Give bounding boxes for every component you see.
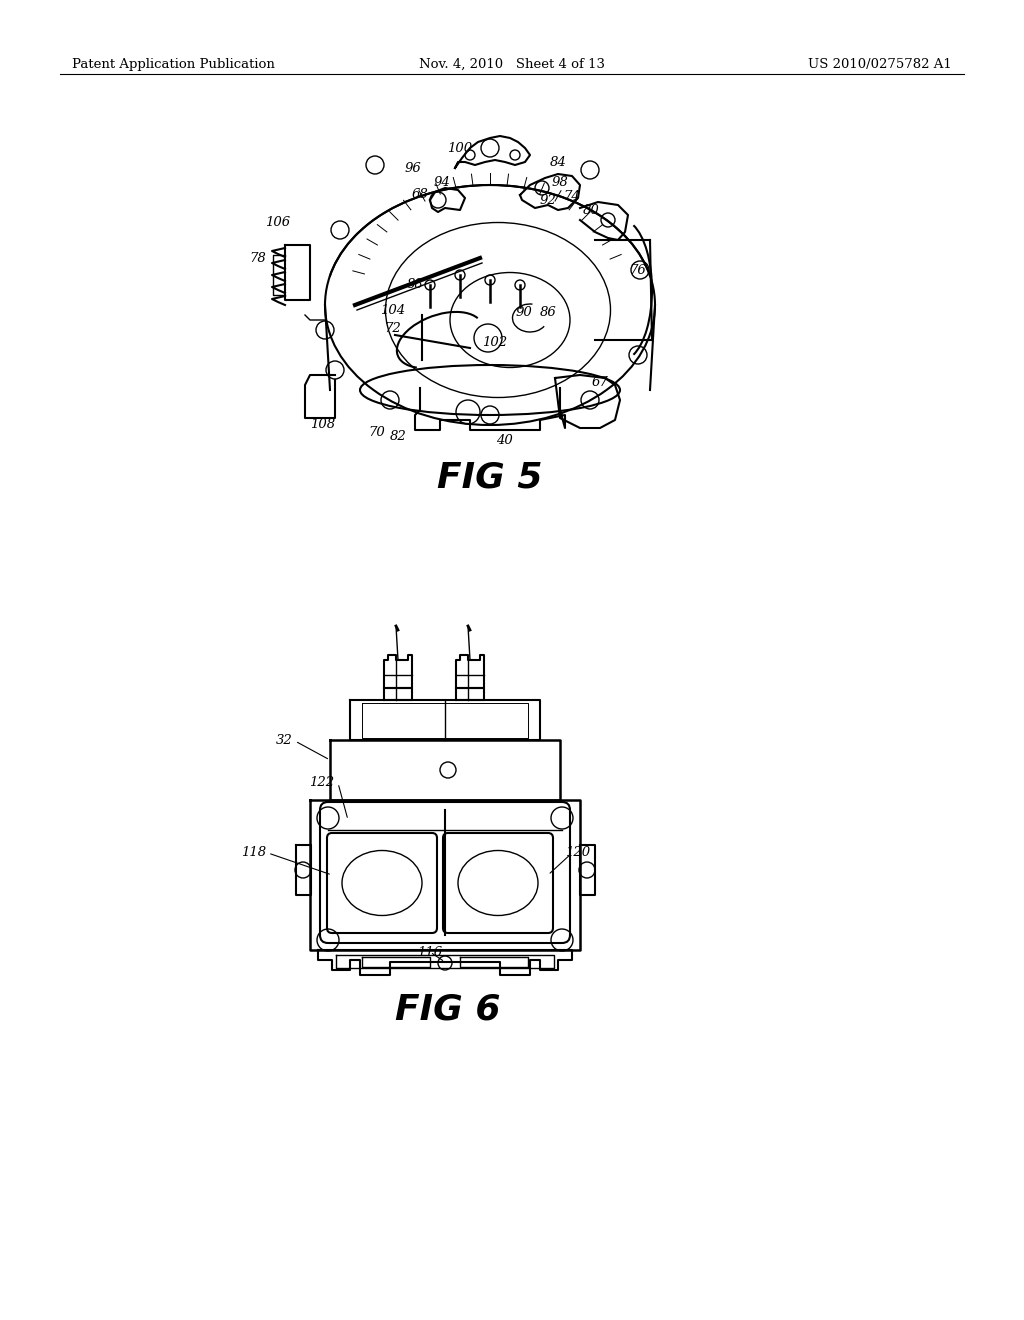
Text: 80: 80	[583, 203, 599, 216]
Text: 90: 90	[516, 305, 532, 318]
Text: 100: 100	[447, 141, 472, 154]
Text: FIG 6: FIG 6	[395, 993, 501, 1027]
Text: Patent Application Publication: Patent Application Publication	[72, 58, 274, 71]
Text: 108: 108	[310, 418, 336, 432]
Text: US 2010/0275782 A1: US 2010/0275782 A1	[808, 58, 952, 71]
Text: 74: 74	[563, 190, 581, 203]
Text: 94: 94	[433, 177, 451, 190]
Text: 72: 72	[385, 322, 401, 334]
Text: 98: 98	[552, 177, 568, 190]
Text: 84: 84	[550, 156, 566, 169]
Text: FIG 5: FIG 5	[437, 461, 543, 495]
Text: 104: 104	[381, 304, 406, 317]
Text: 102: 102	[482, 335, 508, 348]
Text: 67: 67	[592, 375, 608, 388]
Text: 78: 78	[250, 252, 266, 264]
Text: 122: 122	[309, 776, 335, 789]
Text: 96: 96	[404, 161, 421, 174]
Text: 32: 32	[275, 734, 293, 747]
Text: 86: 86	[540, 305, 556, 318]
Text: 76: 76	[630, 264, 646, 276]
Text: 82: 82	[389, 430, 407, 444]
Text: 68: 68	[412, 189, 428, 202]
Text: Nov. 4, 2010   Sheet 4 of 13: Nov. 4, 2010 Sheet 4 of 13	[419, 58, 605, 71]
Text: 40: 40	[496, 433, 512, 446]
Text: 92: 92	[540, 194, 556, 206]
Text: 88: 88	[407, 279, 423, 292]
Text: 120: 120	[565, 846, 591, 859]
Text: 106: 106	[265, 215, 291, 228]
Text: 118: 118	[242, 846, 266, 859]
Text: 116: 116	[418, 945, 442, 958]
Text: 70: 70	[369, 425, 385, 438]
